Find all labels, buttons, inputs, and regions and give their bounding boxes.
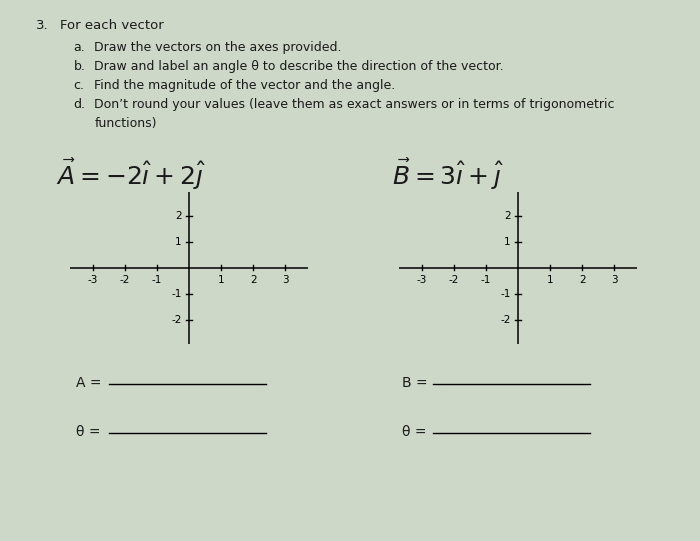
Text: B =: B = [402, 376, 428, 390]
Text: 2: 2 [175, 210, 182, 221]
Text: θ =: θ = [76, 425, 100, 439]
Text: 3: 3 [282, 275, 289, 285]
Text: $\vec{B} = 3\hat{\imath} + \hat{\jmath}$: $\vec{B} = 3\hat{\imath} + \hat{\jmath}$ [392, 157, 504, 192]
Text: c.: c. [74, 79, 85, 92]
Text: 2: 2 [504, 210, 511, 221]
Text: -1: -1 [481, 275, 491, 285]
Text: a.: a. [74, 41, 85, 54]
Text: -2: -2 [500, 315, 511, 325]
Text: 1: 1 [547, 275, 554, 285]
Text: -1: -1 [500, 289, 511, 299]
Text: b.: b. [74, 60, 85, 73]
Text: -1: -1 [172, 289, 182, 299]
Text: 1: 1 [504, 236, 511, 247]
Text: Don’t round your values (leave them as exact answers or in terms of trigonometri: Don’t round your values (leave them as e… [94, 98, 615, 111]
Text: -1: -1 [152, 275, 162, 285]
Text: 3.: 3. [36, 19, 49, 32]
Text: Draw and label an angle θ to describe the direction of the vector.: Draw and label an angle θ to describe th… [94, 60, 504, 73]
Text: 2: 2 [250, 275, 257, 285]
Text: -2: -2 [120, 275, 130, 285]
Text: 3: 3 [611, 275, 618, 285]
Text: -2: -2 [449, 275, 459, 285]
Text: A =: A = [76, 376, 101, 390]
Text: $\vec{A} = {-}2\hat{\imath} + 2\hat{\jmath}$: $\vec{A} = {-}2\hat{\imath} + 2\hat{\jma… [56, 157, 206, 192]
Text: -3: -3 [416, 275, 427, 285]
Text: functions): functions) [94, 117, 157, 130]
Text: 2: 2 [579, 275, 586, 285]
Text: 1: 1 [218, 275, 225, 285]
Text: θ =: θ = [402, 425, 427, 439]
Text: Draw the vectors on the axes provided.: Draw the vectors on the axes provided. [94, 41, 342, 54]
Text: For each vector: For each vector [60, 19, 163, 32]
Text: -2: -2 [172, 315, 182, 325]
Text: Find the magnitude of the vector and the angle.: Find the magnitude of the vector and the… [94, 79, 395, 92]
Text: 1: 1 [175, 236, 182, 247]
Text: -3: -3 [88, 275, 98, 285]
Text: d.: d. [74, 98, 85, 111]
